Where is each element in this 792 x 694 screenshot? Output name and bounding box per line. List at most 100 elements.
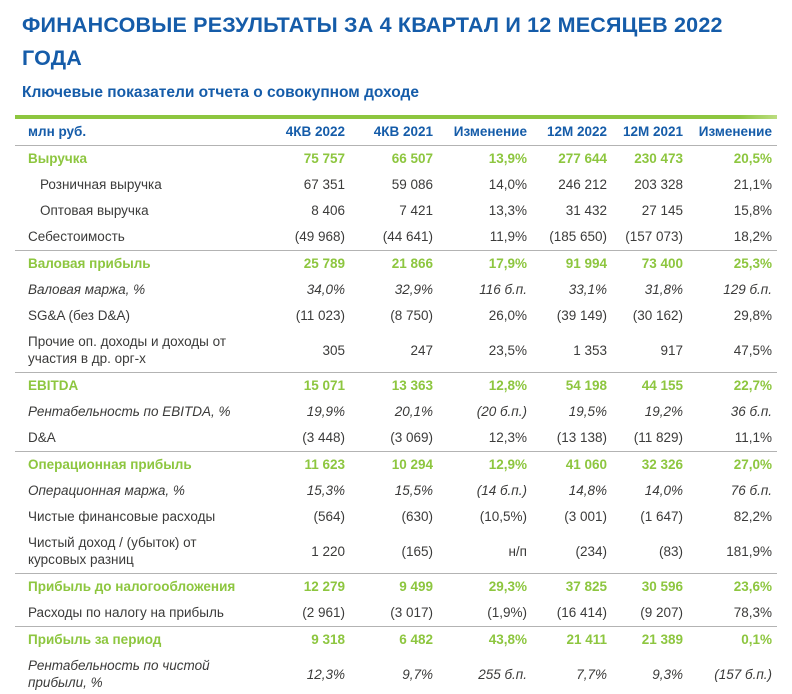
row-value: 13,3% bbox=[488, 203, 527, 218]
row-label: SG&A (без D&A) bbox=[28, 308, 131, 323]
table-row: EBITDA 15 071 13 363 12,8% 54 198 44 155 22,7% bbox=[15, 373, 777, 400]
row-value: 9 318 bbox=[311, 632, 345, 647]
row-value: 6 482 bbox=[399, 632, 433, 647]
section-subtitle: Ключевые показатели отчета о совокупном … bbox=[22, 84, 419, 101]
row-value: 17,9% bbox=[488, 256, 527, 271]
row-label: Рентабельность по чистой прибыли, % bbox=[28, 658, 210, 690]
row-value: 11 623 bbox=[304, 457, 345, 472]
row-value: 37 825 bbox=[565, 579, 607, 594]
table-header: млн руб. 4КВ 2022 4КВ 2021 Изменение 12М… bbox=[15, 119, 777, 146]
row-value: 12 279 bbox=[303, 579, 345, 594]
row-value: 41 060 bbox=[565, 457, 607, 472]
row-value: (3 448) bbox=[260, 425, 345, 452]
row-value: 12,8% bbox=[488, 378, 527, 393]
row-label: Оптовая выручка bbox=[40, 203, 149, 218]
table-row: SG&A (без D&A) (11 023) (8 750) 26,0% (39 14… bbox=[15, 303, 777, 329]
row-value: 31 432 bbox=[565, 203, 607, 218]
row-value: 15,5% bbox=[394, 483, 433, 498]
row-value: (630) bbox=[401, 509, 433, 524]
row-value: 15 071 bbox=[303, 378, 345, 393]
row-value: (1,9%) bbox=[433, 600, 527, 627]
row-label: Чистые финансовые расходы bbox=[28, 509, 216, 524]
row-value: 203 328 bbox=[634, 177, 683, 192]
row-value: 20,5% bbox=[733, 151, 772, 166]
row-value: 29,3% bbox=[488, 579, 527, 594]
row-value: 26,0% bbox=[488, 308, 527, 323]
row-value: 7 421 bbox=[399, 203, 433, 218]
row-value: 31,8% bbox=[644, 282, 683, 297]
row-value: (11 023) bbox=[295, 308, 345, 323]
unit-label: млн руб. bbox=[15, 119, 260, 146]
col-header-12m-2021: 12М 2021 bbox=[607, 119, 683, 146]
table-row: D&A (3 448) (3 069) 12,3% (13 138) (11 829) 11… bbox=[15, 425, 777, 452]
row-value: 67 351 bbox=[303, 177, 345, 192]
table-row: Рентабельность по чистой прибыли, % 12,3%… bbox=[15, 653, 777, 694]
row-value: (185 650) bbox=[527, 224, 607, 251]
row-value: 21 411 bbox=[566, 632, 607, 647]
row-value: 34,0% bbox=[306, 282, 345, 297]
row-value: 129 б.п. bbox=[723, 282, 772, 297]
table-row: Расходы по налогу на прибыль (2 961) (3 01… bbox=[15, 600, 777, 627]
table-row: Чистые финансовые расходы (564) (630) (10,5… bbox=[15, 504, 777, 530]
row-value: (234) bbox=[527, 530, 607, 574]
row-value: 11,1% bbox=[683, 425, 777, 452]
row-label: Розничная выручка bbox=[40, 177, 162, 192]
row-value: 13 363 bbox=[391, 378, 433, 393]
row-label: Прочие оп. доходы и доходы от участия в … bbox=[15, 329, 260, 373]
row-value: 25,3% bbox=[733, 256, 772, 271]
row-value: 32 326 bbox=[641, 457, 683, 472]
col-header-q4-2021: 4КВ 2021 bbox=[345, 119, 433, 146]
row-value: 11,9% bbox=[433, 224, 527, 251]
income-statement-table: млн руб. 4КВ 2022 4КВ 2021 Изменение 12М… bbox=[15, 119, 777, 694]
row-value: 75 757 bbox=[303, 151, 345, 166]
row-value: (3 001) bbox=[564, 509, 607, 524]
row-value: 15,8% bbox=[733, 203, 772, 218]
table-body: Выручка 75 757 66 507 13,9% 277 644 230 473 20… bbox=[15, 146, 777, 694]
row-value: н/п bbox=[433, 530, 527, 574]
row-value: 12,3% bbox=[433, 425, 527, 452]
row-value: 305 bbox=[260, 329, 345, 373]
row-value: 78,3% bbox=[683, 600, 777, 627]
col-header-change-q: Изменение bbox=[433, 119, 527, 146]
row-label: Валовая маржа, % bbox=[28, 282, 146, 297]
row-value: 27,0% bbox=[733, 457, 772, 472]
row-label: Выручка bbox=[28, 151, 87, 166]
row-value: (14 б.п.) bbox=[476, 483, 527, 498]
row-value: 10 294 bbox=[391, 457, 433, 472]
row-value: 8 406 bbox=[311, 203, 345, 218]
row-value: (11 829) bbox=[607, 425, 683, 452]
row-value: (1 647) bbox=[640, 509, 683, 524]
row-value: 12,9% bbox=[488, 457, 527, 472]
row-label: Прибыль до налогообложения bbox=[28, 579, 236, 594]
row-label: Расходы по налогу на прибыль bbox=[15, 600, 260, 627]
row-value: 59 086 bbox=[391, 177, 433, 192]
row-label: Операционная прибыль bbox=[28, 457, 192, 472]
row-value: 54 198 bbox=[565, 378, 607, 393]
row-value: (49 968) bbox=[260, 224, 345, 251]
row-value: (20 б.п.) bbox=[476, 404, 527, 419]
table-row: Прочие оп. доходы и доходы от участия в … bbox=[15, 329, 777, 373]
row-value: 15,3% bbox=[306, 483, 345, 498]
row-value: 73 400 bbox=[641, 256, 683, 271]
row-label: Чистый доход / (убыток) от курсовых разн… bbox=[15, 530, 260, 574]
row-value: (13 138) bbox=[527, 425, 607, 452]
table-row: Прибыль до налогообложения 12 279 9 499 29,… bbox=[15, 574, 777, 601]
row-label: Себестоимость bbox=[15, 224, 260, 251]
row-value: (157 б.п.) bbox=[714, 666, 772, 682]
row-value: 255 б.п. bbox=[478, 666, 527, 682]
row-label: Валовая прибыль bbox=[28, 256, 151, 271]
row-value: 20,1% bbox=[394, 404, 433, 419]
row-value: 277 644 bbox=[558, 151, 607, 166]
row-value: 21 389 bbox=[641, 632, 683, 647]
row-value: 14,0% bbox=[644, 483, 683, 498]
table-row: Себестоимость (49 968) (44 641) 11,9% (185 6… bbox=[15, 224, 777, 251]
row-value: 25 789 bbox=[303, 256, 345, 271]
row-value: (9 207) bbox=[607, 600, 683, 627]
row-label: Прибыль за период bbox=[28, 632, 162, 647]
page-title: ФИНАНСОВЫЕ РЕЗУЛЬТАТЫ ЗА 4 КВАРТАЛ И 12 … bbox=[22, 13, 723, 70]
row-value: 14,0% bbox=[488, 177, 527, 192]
table-top-border bbox=[15, 115, 777, 119]
row-value: 246 212 bbox=[558, 177, 607, 192]
row-value: 21 866 bbox=[391, 256, 433, 271]
row-value: 47,5% bbox=[683, 329, 777, 373]
